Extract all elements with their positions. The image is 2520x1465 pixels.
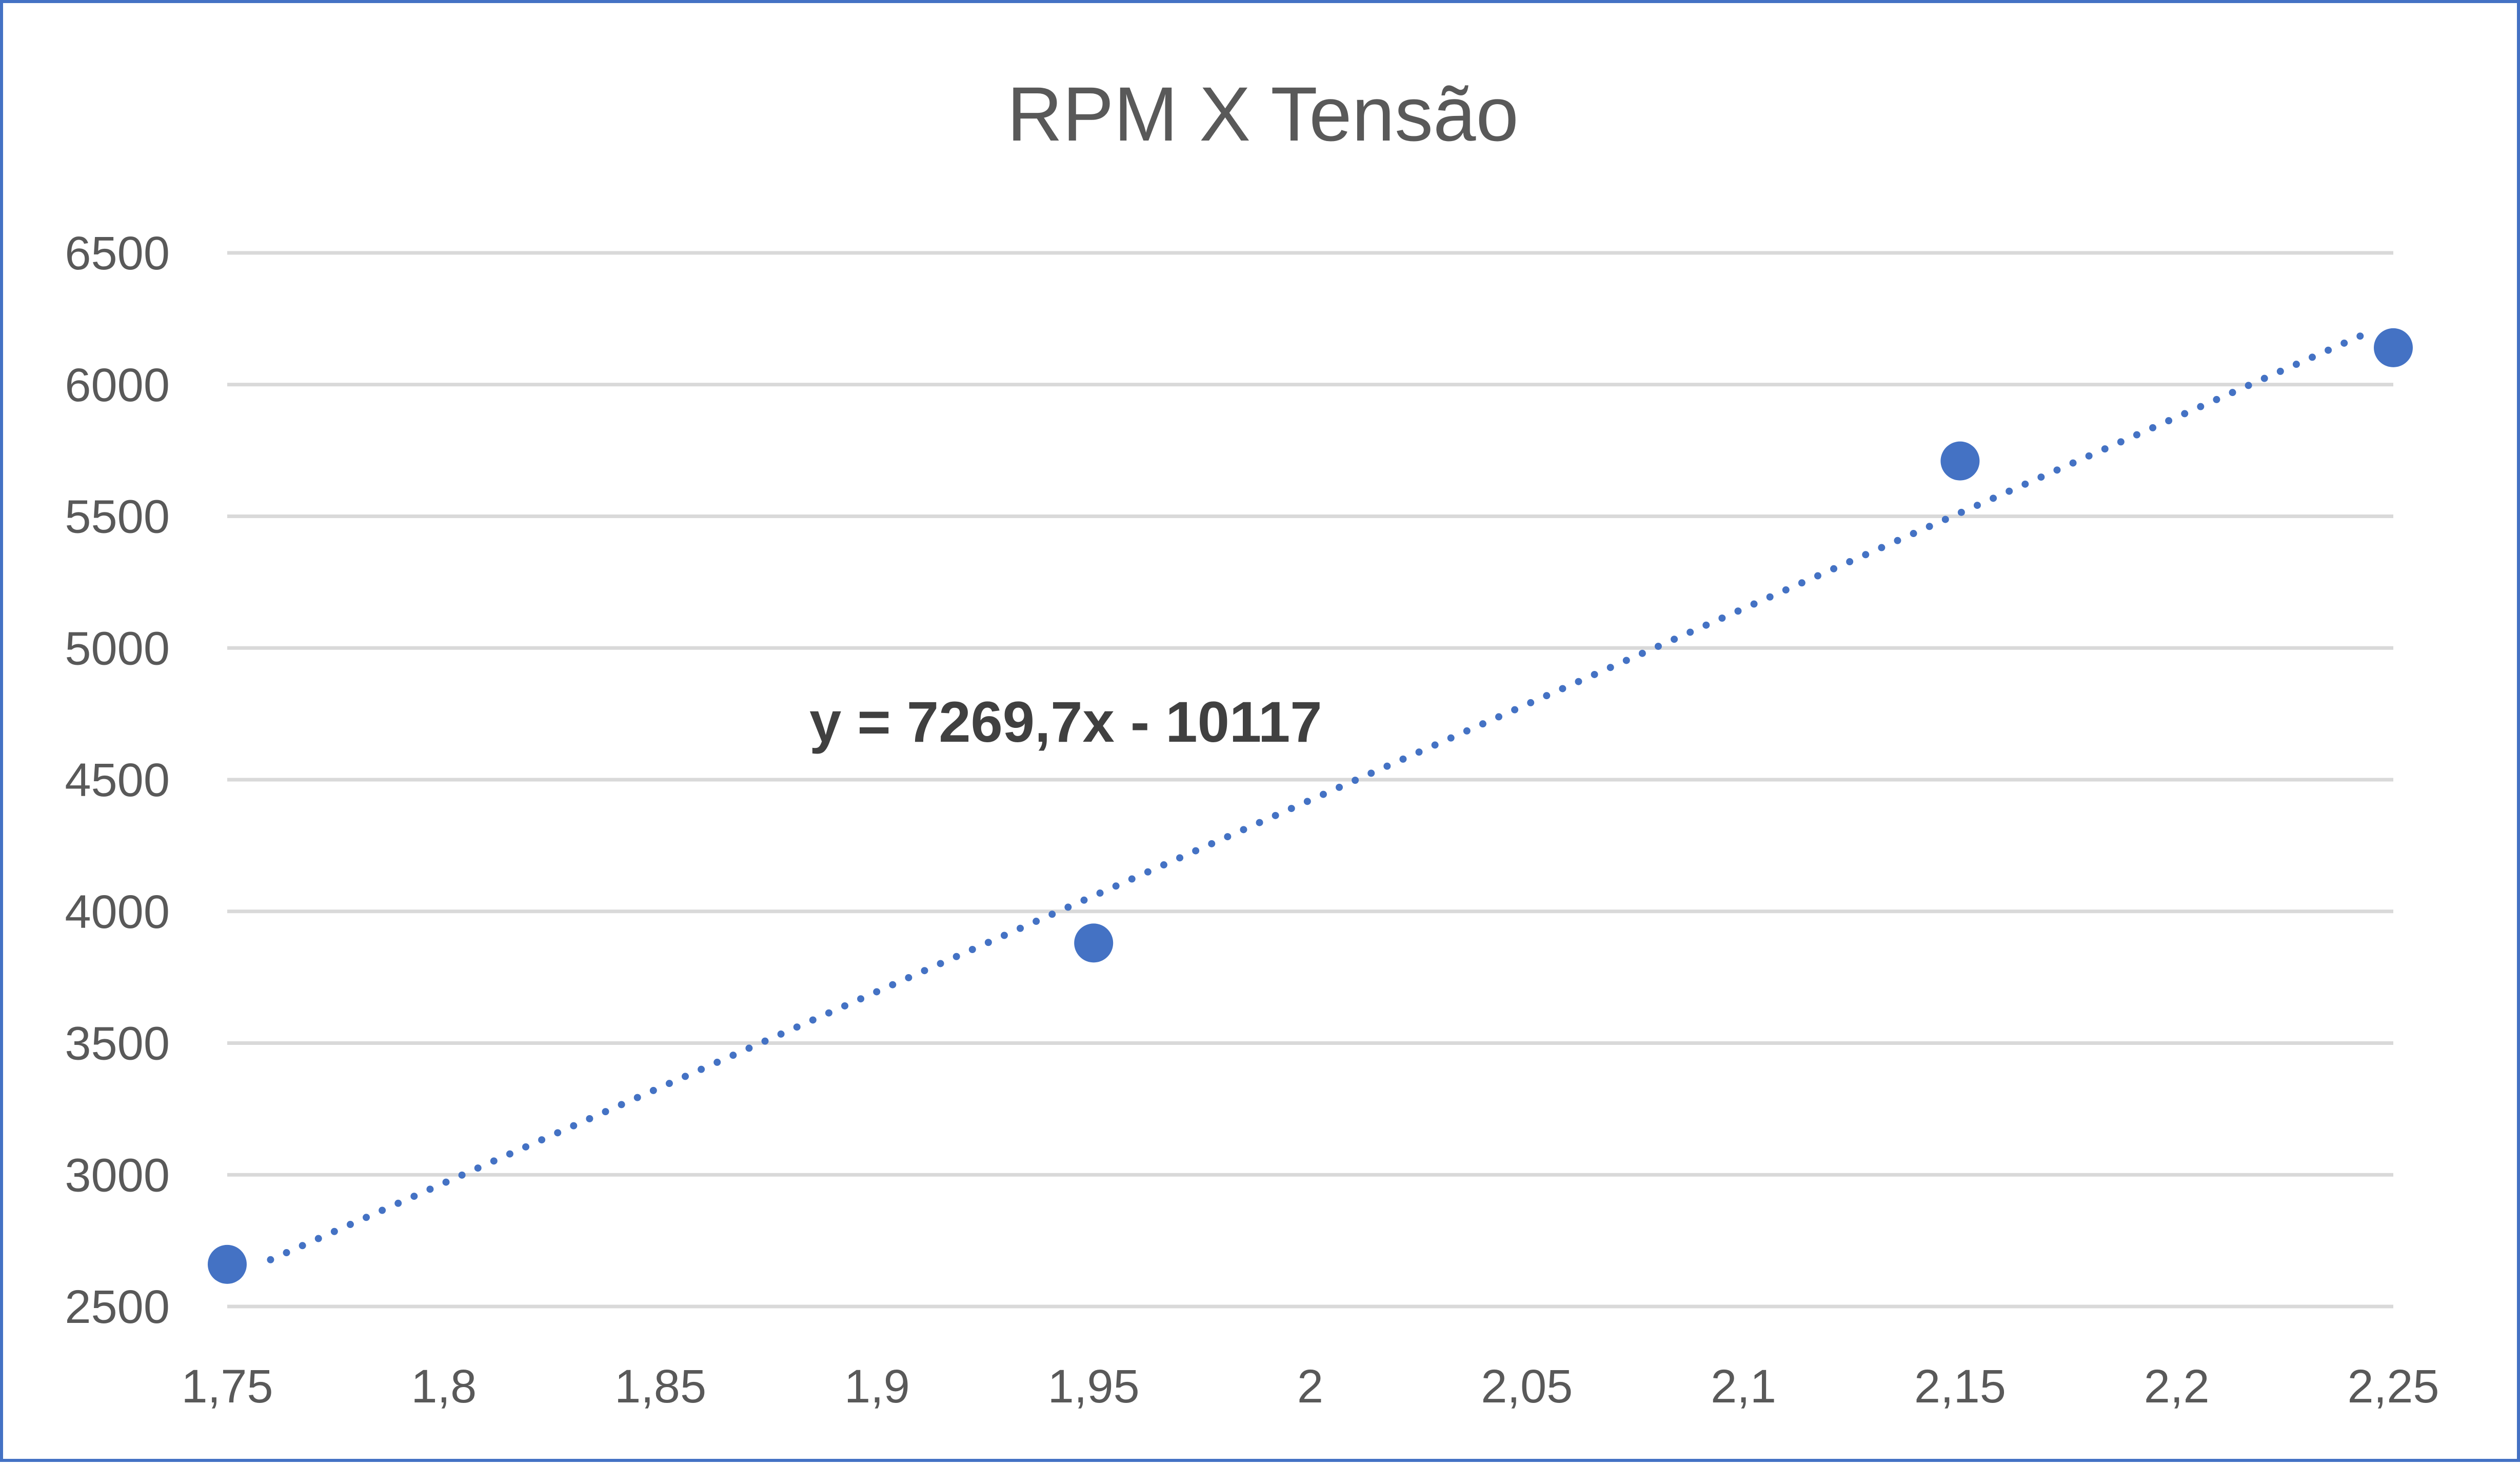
- x-tick-label: 1,95: [1048, 1360, 1140, 1413]
- x-tick-label: 2,25: [2347, 1360, 2439, 1413]
- y-tick-label: 6500: [65, 227, 170, 280]
- trendline-group: [267, 327, 2375, 1263]
- y-tick-label: 3000: [65, 1149, 170, 1201]
- y-tick-label: 4500: [65, 754, 170, 806]
- data-point: [1940, 441, 1980, 481]
- y-tick-label: 2500: [65, 1281, 170, 1333]
- y-tick-label: 3500: [65, 1018, 170, 1070]
- data-point: [208, 1244, 247, 1284]
- chart-title: RPM X Tensão: [1007, 71, 1519, 157]
- x-axis-ticks: 1,75 1,8 1,85 1,9 1,95 2 2,05 2,1 2,15 2,2 2,25: [181, 1360, 2439, 1413]
- trendline: [267, 327, 2375, 1263]
- data-point: [2374, 328, 2413, 367]
- x-tick-label: 2,15: [1914, 1360, 2006, 1413]
- chart-svg: RPM X Tensão 2500 3000 3500 4000 4500 5000 550…: [65, 71, 2439, 1413]
- x-tick-label: 2,2: [2144, 1360, 2210, 1413]
- y-tick-label: 6000: [65, 359, 170, 411]
- x-tick-label: 2,1: [1711, 1360, 1776, 1413]
- x-tick-label: 2,05: [1481, 1360, 1573, 1413]
- trendline-equation: y = 7269,7x - 10117: [809, 690, 1322, 754]
- data-points: [208, 328, 2413, 1284]
- data-point: [1074, 923, 1114, 963]
- x-tick-label: 1,8: [411, 1360, 477, 1413]
- y-tick-label: 5500: [65, 491, 170, 543]
- x-tick-label: 1,9: [844, 1360, 910, 1413]
- x-tick-label: 2: [1297, 1360, 1323, 1413]
- x-tick-label: 1,85: [614, 1360, 706, 1413]
- y-tick-label: 5000: [65, 622, 170, 675]
- gridlines: [227, 251, 2393, 1309]
- y-tick-label: 4000: [65, 886, 170, 938]
- y-axis-ticks: 2500 3000 3500 4000 4500 5000 5500 6000 6500: [65, 227, 170, 1333]
- x-tick-label: 1,75: [181, 1360, 273, 1413]
